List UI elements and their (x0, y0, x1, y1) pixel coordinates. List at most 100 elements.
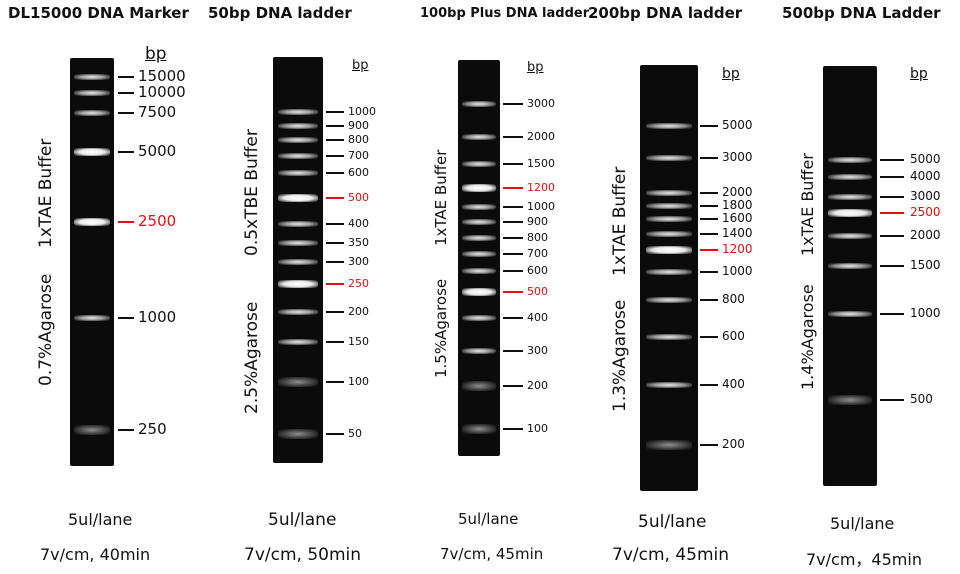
marker-size-label: 200 (527, 378, 548, 392)
marker-tick (503, 428, 523, 430)
marker-size-label: 300 (348, 254, 369, 268)
gel-band (278, 309, 318, 315)
marker-size-label: 800 (527, 230, 548, 244)
panel-title: 100bp Plus DNA ladder (420, 6, 590, 21)
gel-band (645, 203, 693, 209)
marker-size-label: 800 (722, 292, 745, 307)
gel-band (278, 259, 318, 265)
marker-size-label: 100 (527, 421, 548, 435)
marker-tick (880, 212, 904, 214)
gel-band (462, 184, 496, 192)
marker-size-label: 300 (527, 343, 548, 357)
bp-unit-label: bp (910, 66, 928, 82)
gel-band (278, 339, 318, 345)
marker-tick (503, 206, 523, 208)
marker-tick (503, 385, 523, 387)
marker-tick (326, 242, 344, 244)
marker-size-label: 2000 (910, 228, 941, 243)
agarose-label: 1.4%Agarose (798, 284, 817, 390)
marker-size-label: 250 (138, 419, 167, 438)
marker-size-label: 1500 (527, 156, 555, 170)
run-conditions-label: 7v/cm，45min (806, 550, 922, 569)
gel-lane (458, 60, 500, 456)
gel-band (645, 123, 693, 129)
marker-tick (880, 399, 904, 401)
lane-volume-label: 5ul/lane (830, 514, 895, 533)
marker-tick (700, 157, 718, 159)
marker-tick (880, 176, 904, 178)
marker-tick (326, 111, 344, 113)
panel-title: DL15000 DNA Marker (8, 4, 189, 22)
marker-tick (880, 235, 904, 237)
lane-volume-label: 5ul/lane (458, 510, 519, 528)
marker-size-label: 500 (348, 190, 369, 204)
marker-tick (700, 384, 718, 386)
gel-band (462, 219, 496, 225)
marker-size-label: 1200 (722, 242, 753, 257)
gel-band (74, 90, 110, 96)
marker-size-label: 200 (722, 437, 745, 452)
gel-band (74, 315, 110, 321)
marker-tick (700, 233, 718, 235)
gel-band (828, 263, 872, 269)
marker-size-label: 350 (348, 235, 369, 249)
marker-size-label: 900 (527, 214, 548, 228)
gel-band (462, 251, 496, 257)
gel-band (462, 348, 496, 354)
marker-size-label: 2000 (527, 129, 555, 143)
marker-tick (700, 271, 718, 273)
gel-band (645, 334, 693, 340)
marker-tick (503, 350, 523, 352)
gel-band (278, 280, 318, 288)
gel-band (828, 209, 872, 217)
marker-size-label: 500 (910, 392, 933, 407)
marker-size-label: 150 (348, 334, 369, 348)
marker-size-label: 50 (348, 426, 362, 440)
marker-tick (700, 336, 718, 338)
agarose-label: 1.5%Agarose (432, 278, 450, 378)
buffer-label: 1xTAE Buffer (610, 166, 630, 276)
gel-band (278, 123, 318, 129)
marker-tick (503, 221, 523, 223)
gel-band (278, 153, 318, 159)
run-conditions-label: 7v/cm, 45min (440, 545, 544, 563)
marker-tick (118, 151, 134, 153)
gel-lane (640, 65, 698, 491)
gel-band (462, 134, 496, 140)
gel-band (462, 288, 496, 296)
marker-size-label: 1000 (527, 199, 555, 213)
marker-size-label: 200 (348, 304, 369, 318)
gel-band (645, 382, 693, 388)
marker-size-label: 4000 (910, 169, 941, 184)
marker-size-label: 400 (348, 216, 369, 230)
marker-tick (880, 159, 904, 161)
marker-size-label: 3000 (722, 150, 753, 165)
marker-size-label: 3000 (910, 189, 941, 204)
marker-tick (700, 192, 718, 194)
run-conditions-label: 7v/cm, 50min (244, 545, 362, 565)
marker-tick (118, 317, 134, 319)
marker-size-label: 2500 (138, 211, 177, 230)
marker-tick (700, 205, 718, 207)
buffer-label: 0.5xTBE Buffer (242, 129, 262, 256)
marker-size-label: 600 (722, 329, 745, 344)
marker-size-label: 5000 (722, 118, 753, 133)
marker-tick (700, 249, 718, 251)
marker-tick (326, 311, 344, 313)
marker-tick (700, 218, 718, 220)
marker-tick (326, 433, 344, 435)
marker-tick (503, 237, 523, 239)
gel-lane (823, 66, 877, 486)
marker-size-label: 1600 (722, 211, 753, 226)
gel-band (278, 194, 318, 202)
marker-tick (326, 125, 344, 127)
gel-band (462, 424, 496, 434)
marker-tick (503, 187, 523, 189)
marker-tick (326, 341, 344, 343)
marker-tick (503, 136, 523, 138)
marker-size-label: 600 (348, 165, 369, 179)
gel-band (645, 440, 693, 450)
gel-band (74, 148, 110, 156)
marker-size-label: 1400 (722, 226, 753, 241)
gel-lane (70, 58, 114, 466)
